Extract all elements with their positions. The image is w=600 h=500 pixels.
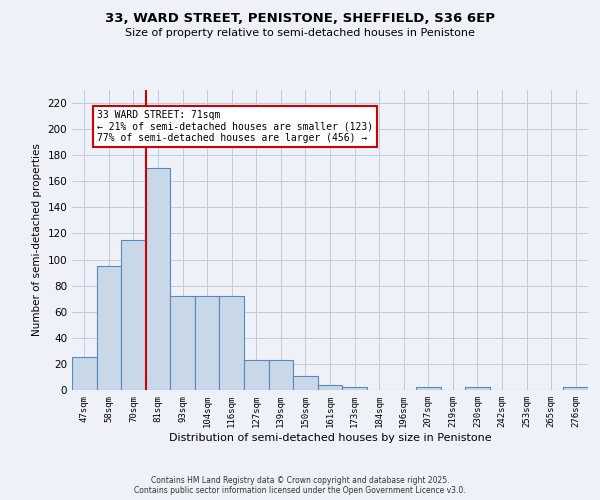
Bar [318,385,342,390]
Bar [195,296,220,390]
Bar [416,388,440,390]
Y-axis label: Number of semi-detached properties: Number of semi-detached properties [32,144,42,336]
Bar [244,360,269,390]
Bar [97,266,121,390]
Bar [342,388,367,390]
Text: Size of property relative to semi-detached houses in Penistone: Size of property relative to semi-detach… [125,28,475,38]
Bar [170,296,195,390]
X-axis label: Distribution of semi-detached houses by size in Penistone: Distribution of semi-detached houses by … [169,432,491,442]
Bar [146,168,170,390]
Bar [293,376,318,390]
Bar [121,240,146,390]
Bar [269,360,293,390]
Text: 33, WARD STREET, PENISTONE, SHEFFIELD, S36 6EP: 33, WARD STREET, PENISTONE, SHEFFIELD, S… [105,12,495,26]
Text: 33 WARD STREET: 71sqm
← 21% of semi-detached houses are smaller (123)
77% of sem: 33 WARD STREET: 71sqm ← 21% of semi-deta… [97,110,373,143]
Text: Contains HM Land Registry data © Crown copyright and database right 2025.
Contai: Contains HM Land Registry data © Crown c… [134,476,466,495]
Bar [220,296,244,390]
Bar [72,358,97,390]
Bar [465,388,490,390]
Bar [563,388,588,390]
